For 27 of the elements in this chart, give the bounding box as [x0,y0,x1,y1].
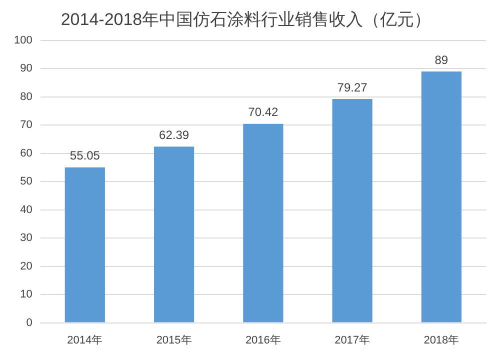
y-tick-label: 100 [14,34,32,46]
data-label: 55.05 [70,148,100,163]
x-tick-label: 2016年 [245,334,281,346]
y-tick-label: 80 [20,90,32,103]
y-tick-label: 0 [26,316,32,329]
y-tick-label: 20 [20,260,32,272]
data-label: 89 [434,52,448,67]
bar [421,71,462,322]
chart-title: 2014-2018年中国仿石涂料行业销售收入（亿元） [60,10,432,29]
data-label: 79.27 [337,80,368,94]
y-tick-label: 90 [20,62,32,75]
bar [332,98,372,322]
y-tick-label: 60 [20,147,32,160]
y-tick-label: 40 [20,204,32,216]
y-tick-label: 70 [20,119,32,132]
x-tick-label: 2015年 [156,334,192,346]
bar [64,167,105,322]
bar [154,146,194,322]
x-tick-label: 2018年 [424,334,460,346]
x-tick-label: 2017年 [334,334,370,346]
x-tick-label: 2014年 [67,334,103,346]
data-label: 62.39 [159,128,190,142]
bar [243,124,284,322]
y-tick-label: 50 [20,176,32,188]
y-tick-label: 30 [20,232,32,244]
data-label: 70.42 [248,105,279,120]
y-tick-label: 10 [20,288,32,301]
